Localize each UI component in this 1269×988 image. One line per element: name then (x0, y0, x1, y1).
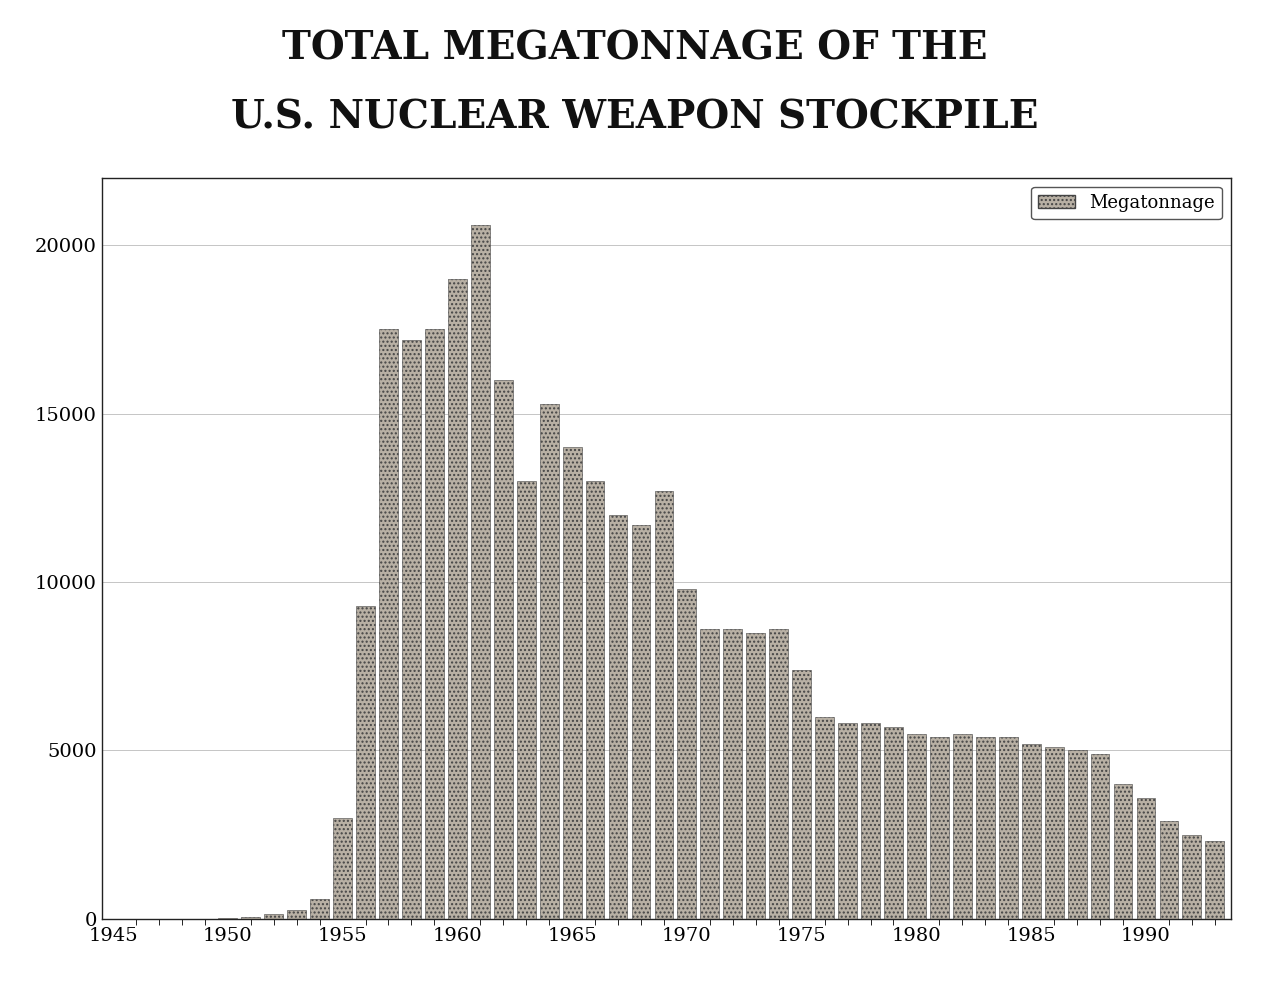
Bar (746, 632, 765, 919)
Bar (1183, 835, 1202, 919)
Bar (609, 515, 627, 919)
Bar (494, 380, 513, 919)
Bar (1090, 754, 1109, 919)
Bar (1067, 751, 1086, 919)
Bar (425, 329, 444, 919)
Bar (655, 491, 674, 919)
Bar (999, 737, 1018, 919)
Bar (815, 716, 834, 919)
Bar (632, 525, 651, 919)
Bar (357, 606, 374, 919)
Text: TOTAL MEGATONNAGE OF THE: TOTAL MEGATONNAGE OF THE (282, 30, 987, 67)
Bar (723, 629, 742, 919)
Bar (448, 279, 467, 919)
Text: U.S. NUCLEAR WEAPON STOCKPILE: U.S. NUCLEAR WEAPON STOCKPILE (231, 99, 1038, 136)
Bar (586, 481, 604, 919)
Bar (241, 917, 260, 919)
Legend: Megatonnage: Megatonnage (1032, 187, 1222, 219)
Bar (792, 670, 811, 919)
Bar (976, 737, 995, 919)
Bar (334, 818, 352, 919)
Bar (862, 723, 879, 919)
Bar (953, 733, 972, 919)
Bar (310, 899, 329, 919)
Bar (678, 589, 697, 919)
Bar (700, 629, 720, 919)
Bar (264, 914, 283, 919)
Bar (1137, 797, 1155, 919)
Bar (402, 340, 421, 919)
Bar (471, 225, 490, 919)
Bar (516, 481, 536, 919)
Bar (1206, 842, 1225, 919)
Bar (562, 448, 581, 919)
Bar (884, 727, 904, 919)
Bar (838, 723, 857, 919)
Bar (1114, 784, 1132, 919)
Bar (1022, 744, 1041, 919)
Bar (539, 403, 558, 919)
Bar (287, 910, 306, 919)
Bar (930, 737, 949, 919)
Bar (769, 629, 788, 919)
Bar (907, 733, 926, 919)
Bar (1160, 821, 1179, 919)
Bar (379, 329, 398, 919)
Bar (1044, 747, 1063, 919)
